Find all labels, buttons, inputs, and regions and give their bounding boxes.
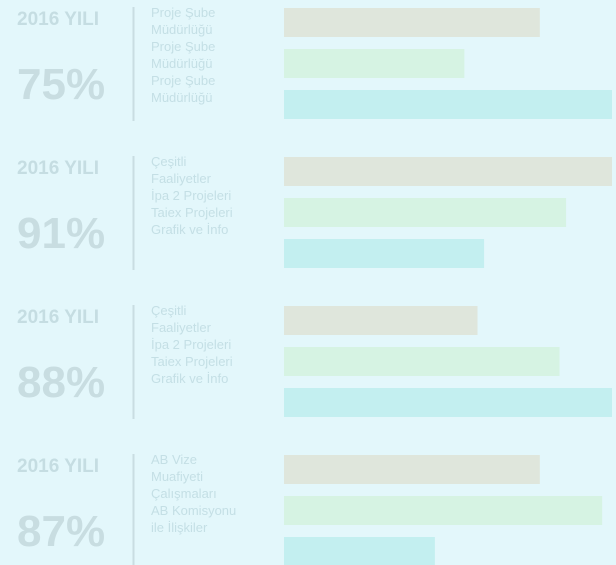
- bar: [284, 306, 478, 335]
- bar: [284, 388, 612, 417]
- description-line: AB Komisyonu: [151, 503, 236, 518]
- bar: [284, 455, 540, 484]
- year-label: 2016 YILI: [17, 456, 99, 477]
- bar: [284, 198, 567, 227]
- description-line: Çalışmaları: [151, 486, 217, 501]
- percent-label: 75%: [17, 60, 105, 109]
- description-line: Muafiyeti: [151, 469, 203, 484]
- description-line: Faaliyetler: [151, 320, 212, 335]
- description-line: AB Vize: [151, 452, 197, 467]
- bar: [284, 49, 465, 78]
- year-label: 2016 YILI: [17, 9, 99, 30]
- description-line: ile İlişkiler: [151, 520, 208, 535]
- bar: [284, 537, 435, 565]
- percent-label: 91%: [17, 209, 105, 258]
- year-label: 2016 YILI: [17, 307, 99, 328]
- description-line: Taiex Projeleri: [151, 354, 233, 369]
- description-line: Müdürlüğü: [151, 22, 212, 37]
- bar: [284, 347, 560, 376]
- description-line: Grafik ve İnfo: [151, 371, 228, 386]
- description-line: Çeşitli: [151, 303, 187, 318]
- percent-label: 87%: [17, 507, 105, 556]
- bar: [284, 157, 612, 186]
- description-line: Faaliyetler: [151, 171, 212, 186]
- bar: [284, 496, 603, 525]
- description-line: İpa 2 Projeleri: [151, 188, 231, 203]
- bar: [284, 239, 485, 268]
- year-label: 2016 YILI: [17, 158, 99, 179]
- bar: [284, 8, 540, 37]
- description-line: Çeşitli: [151, 154, 187, 169]
- description-line: Proje Şube: [151, 73, 215, 88]
- description-line: Grafik ve İnfo: [151, 222, 228, 237]
- percent-label: 88%: [17, 358, 105, 407]
- description-line: İpa 2 Projeleri: [151, 337, 231, 352]
- description-line: Müdürlüğü: [151, 90, 212, 105]
- bar: [284, 90, 612, 119]
- description-line: Müdürlüğü: [151, 56, 212, 71]
- description-line: Taiex Projeleri: [151, 205, 233, 220]
- description-line: Proje Şube: [151, 39, 215, 54]
- description-line: Proje Şube: [151, 5, 215, 20]
